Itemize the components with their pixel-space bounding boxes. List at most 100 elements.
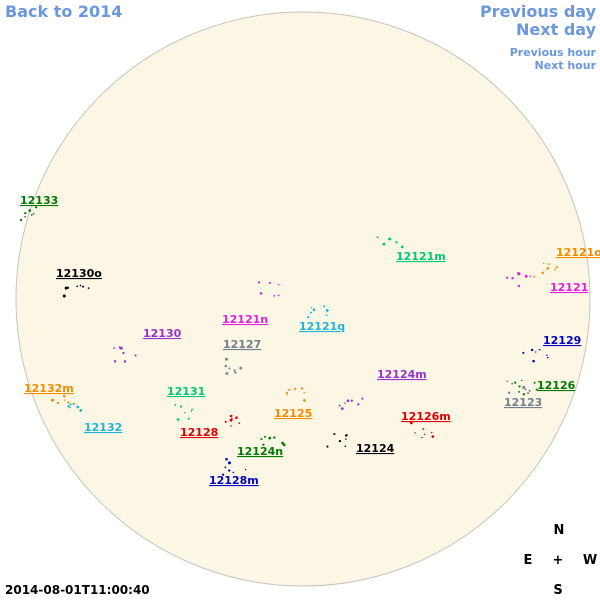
sunspot — [518, 390, 520, 393]
sunspot — [517, 272, 521, 276]
region-labels: 12133 12130o 12121o 12121m 12121 12121n 12121q… — [20, 194, 600, 487]
sunspot — [179, 405, 183, 408]
sunspot — [79, 284, 82, 287]
previous-day-link[interactable]: Previous day — [480, 2, 597, 21]
sunspot — [263, 435, 266, 438]
sunspot — [312, 308, 316, 312]
region-label[interactable]: 12129 — [543, 334, 581, 347]
sunspot — [506, 276, 509, 279]
region-label[interactable]: 12126 — [537, 379, 576, 392]
sunspot — [340, 407, 344, 411]
region-label[interactable]: 12130o — [56, 267, 102, 280]
sunspot — [67, 405, 70, 408]
region-label[interactable]: 12121o — [556, 246, 600, 259]
sunspot — [520, 379, 523, 382]
region-label[interactable]: 12125 — [274, 407, 312, 420]
sunspot — [542, 262, 545, 265]
next-hour-link[interactable]: Next hour — [535, 59, 597, 72]
sunspot — [286, 394, 288, 396]
sunspot — [113, 360, 117, 363]
region-label[interactable]: 12130 — [143, 327, 182, 340]
sunspot — [190, 410, 193, 412]
region-label[interactable]: 12124n — [237, 445, 283, 458]
sunspot — [187, 417, 190, 420]
region-label[interactable]: 12121n — [222, 313, 268, 326]
sunspot — [34, 206, 38, 209]
sunspot — [221, 473, 225, 476]
sunspot — [235, 416, 238, 420]
sunspot — [333, 432, 336, 436]
sunspot — [345, 438, 347, 440]
sunspot — [51, 398, 55, 402]
sunspot — [69, 406, 71, 409]
sunspot — [533, 275, 535, 278]
sunspot — [69, 403, 72, 406]
sunspot — [529, 275, 532, 277]
sunspot — [522, 393, 525, 396]
sunspot — [323, 305, 326, 308]
sunspot — [225, 372, 229, 375]
sunspot — [232, 471, 235, 474]
sunspot — [414, 432, 416, 434]
sunspot — [350, 399, 353, 402]
region-label[interactable]: 12123 — [504, 396, 542, 409]
sunspot — [507, 391, 511, 394]
region-label[interactable]: 12126m — [401, 410, 451, 423]
back-link[interactable]: Back to 2014 — [5, 2, 122, 21]
sunspot — [535, 351, 537, 353]
sunspot — [82, 285, 85, 288]
region-label[interactable]: 12124 — [356, 442, 395, 455]
sunspot — [518, 385, 521, 388]
region-label[interactable]: 12132 — [84, 421, 122, 434]
region-label[interactable]: 12124m — [377, 368, 427, 381]
sunspot — [19, 218, 23, 222]
sunspot — [62, 294, 66, 298]
sunspot — [554, 268, 556, 271]
region-label[interactable]: 12128m — [209, 474, 259, 487]
sunspot — [541, 271, 544, 275]
sunspot — [257, 281, 261, 284]
sunspot — [338, 439, 342, 443]
sunspot — [123, 360, 127, 363]
sunspot — [239, 366, 243, 370]
region-label[interactable]: 12121q — [299, 320, 345, 333]
sunspot — [285, 391, 289, 394]
sunspot — [535, 388, 538, 391]
region-label[interactable]: 12127 — [223, 338, 261, 351]
sunspot — [273, 436, 276, 439]
region-label[interactable]: 12132m — [24, 382, 74, 395]
sunspot — [506, 380, 509, 383]
sunspot — [344, 445, 346, 448]
region-label[interactable]: 12133 — [20, 194, 58, 207]
previous-hour-link[interactable]: Previous hour — [510, 46, 597, 59]
solar-disk — [15, 11, 591, 587]
sunspot — [524, 388, 527, 391]
sunspot — [346, 399, 350, 402]
region-label[interactable]: 12121m — [396, 250, 446, 263]
sunspot — [532, 359, 535, 363]
sunspot — [277, 294, 280, 297]
sunspot — [79, 408, 83, 412]
sunspot — [422, 427, 425, 430]
sunspot — [424, 433, 426, 436]
sunspot — [277, 283, 280, 286]
region-label[interactable]: 12121 — [550, 281, 588, 294]
sunspot — [24, 211, 27, 215]
sunspot — [32, 212, 35, 215]
sunspot — [527, 392, 530, 395]
region-label[interactable]: 12128 — [180, 426, 218, 439]
sunspot — [174, 403, 177, 406]
sunspot — [229, 414, 233, 418]
sunspot — [530, 348, 534, 352]
sunspot — [231, 417, 233, 420]
sunspot — [30, 214, 33, 216]
compass-center: + — [553, 553, 564, 568]
compass-north: N — [554, 523, 565, 538]
compass-south: S — [553, 583, 562, 598]
sunspot — [511, 277, 514, 280]
sunspot — [191, 408, 193, 411]
region-label[interactable]: 12131 — [167, 385, 205, 398]
sunspot — [225, 457, 228, 461]
sunspot — [228, 469, 231, 472]
next-day-link[interactable]: Next day — [516, 20, 597, 39]
